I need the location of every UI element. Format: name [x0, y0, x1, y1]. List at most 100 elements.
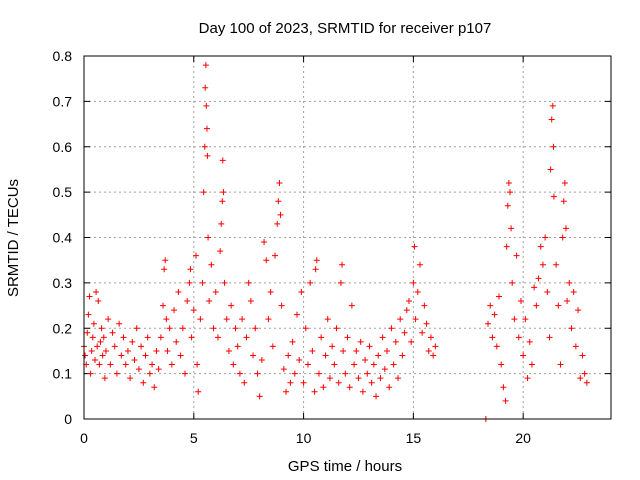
data-point — [503, 243, 510, 250]
data-point — [197, 316, 204, 323]
data-point — [87, 370, 94, 377]
data-point — [344, 334, 351, 341]
data-point — [403, 307, 410, 314]
data-point — [528, 361, 535, 368]
data-point — [267, 288, 274, 295]
data-point — [405, 298, 412, 305]
data-point — [392, 338, 399, 345]
chart-title: Day 100 of 2023, SRMTID for receiver p10… — [199, 20, 492, 37]
data-point — [550, 193, 557, 200]
data-point — [168, 361, 175, 368]
data-point — [566, 279, 573, 286]
data-point — [351, 361, 358, 368]
data-point — [493, 343, 500, 350]
data-point — [93, 288, 100, 295]
data-point — [105, 316, 112, 323]
data-point — [537, 243, 544, 250]
grid-lines — [84, 56, 611, 419]
data-point — [535, 275, 542, 282]
y-axis: 0 0.1 0.2 0.3 0.4 0.5 0.6 0.7 0.8 — [53, 48, 611, 427]
data-point — [173, 338, 180, 345]
data-point — [397, 316, 404, 323]
data-point — [377, 375, 384, 382]
data-point — [309, 347, 316, 354]
data-point — [116, 320, 123, 327]
y-tick-label: 0.3 — [53, 275, 73, 291]
data-point — [157, 334, 164, 341]
data-point — [138, 343, 145, 350]
data-point — [505, 180, 512, 187]
data-point — [177, 352, 184, 359]
data-point — [583, 379, 590, 386]
data-point — [513, 252, 520, 259]
data-point — [203, 102, 210, 109]
data-point — [425, 347, 432, 354]
data-point — [243, 334, 250, 341]
data-point — [577, 375, 584, 382]
data-point — [502, 397, 509, 404]
data-point — [366, 343, 373, 350]
data-point — [579, 352, 586, 359]
data-point — [228, 302, 235, 309]
data-point — [111, 343, 118, 350]
data-point — [329, 343, 336, 350]
data-point — [555, 302, 562, 309]
data-point — [322, 352, 329, 359]
data-point — [95, 298, 102, 305]
data-point — [84, 329, 91, 336]
data-point — [373, 393, 380, 400]
y-tick-label: 0.8 — [53, 48, 73, 64]
data-point — [214, 334, 221, 341]
data-point — [135, 366, 142, 373]
data-point — [218, 220, 225, 227]
data-point — [560, 198, 567, 205]
data-point — [496, 293, 503, 300]
data-point — [411, 243, 418, 250]
data-point — [304, 361, 311, 368]
data-point — [232, 325, 239, 332]
data-point — [171, 307, 178, 314]
data-point — [122, 361, 129, 368]
data-point — [511, 316, 518, 323]
data-point — [547, 166, 554, 173]
data-point — [187, 266, 194, 273]
y-tick-label: 0.7 — [53, 93, 73, 109]
x-tick-label: 20 — [515, 430, 531, 446]
data-point — [90, 320, 97, 327]
data-point — [254, 370, 261, 377]
data-point — [489, 334, 496, 341]
data-point — [192, 252, 199, 259]
data-point — [272, 252, 279, 259]
data-point — [370, 361, 377, 368]
data-point — [200, 189, 207, 196]
data-point — [520, 352, 527, 359]
data-point — [166, 325, 173, 332]
data-point — [340, 347, 347, 354]
data-point — [129, 338, 136, 345]
data-point — [179, 325, 186, 332]
data-point — [133, 325, 140, 332]
x-tick-label: 5 — [190, 430, 198, 446]
data-point — [386, 384, 393, 391]
data-point — [261, 239, 268, 246]
data-point — [522, 316, 529, 323]
data-point — [526, 338, 533, 345]
data-point — [89, 334, 96, 341]
data-point — [86, 293, 93, 300]
data-point — [184, 298, 191, 305]
y-tick-label: 0.2 — [53, 320, 73, 336]
data-point — [416, 261, 423, 268]
data-point — [333, 325, 340, 332]
data-point — [504, 202, 511, 209]
x-tick-label: 0 — [80, 430, 88, 446]
data-point — [220, 189, 227, 196]
data-point — [146, 370, 153, 377]
data-point — [219, 198, 226, 205]
data-point — [508, 225, 515, 232]
x-axis-label: GPS time / hours — [288, 458, 402, 475]
data-point — [247, 298, 254, 305]
data-point — [395, 375, 402, 382]
data-point — [269, 343, 276, 350]
data-point — [151, 384, 158, 391]
